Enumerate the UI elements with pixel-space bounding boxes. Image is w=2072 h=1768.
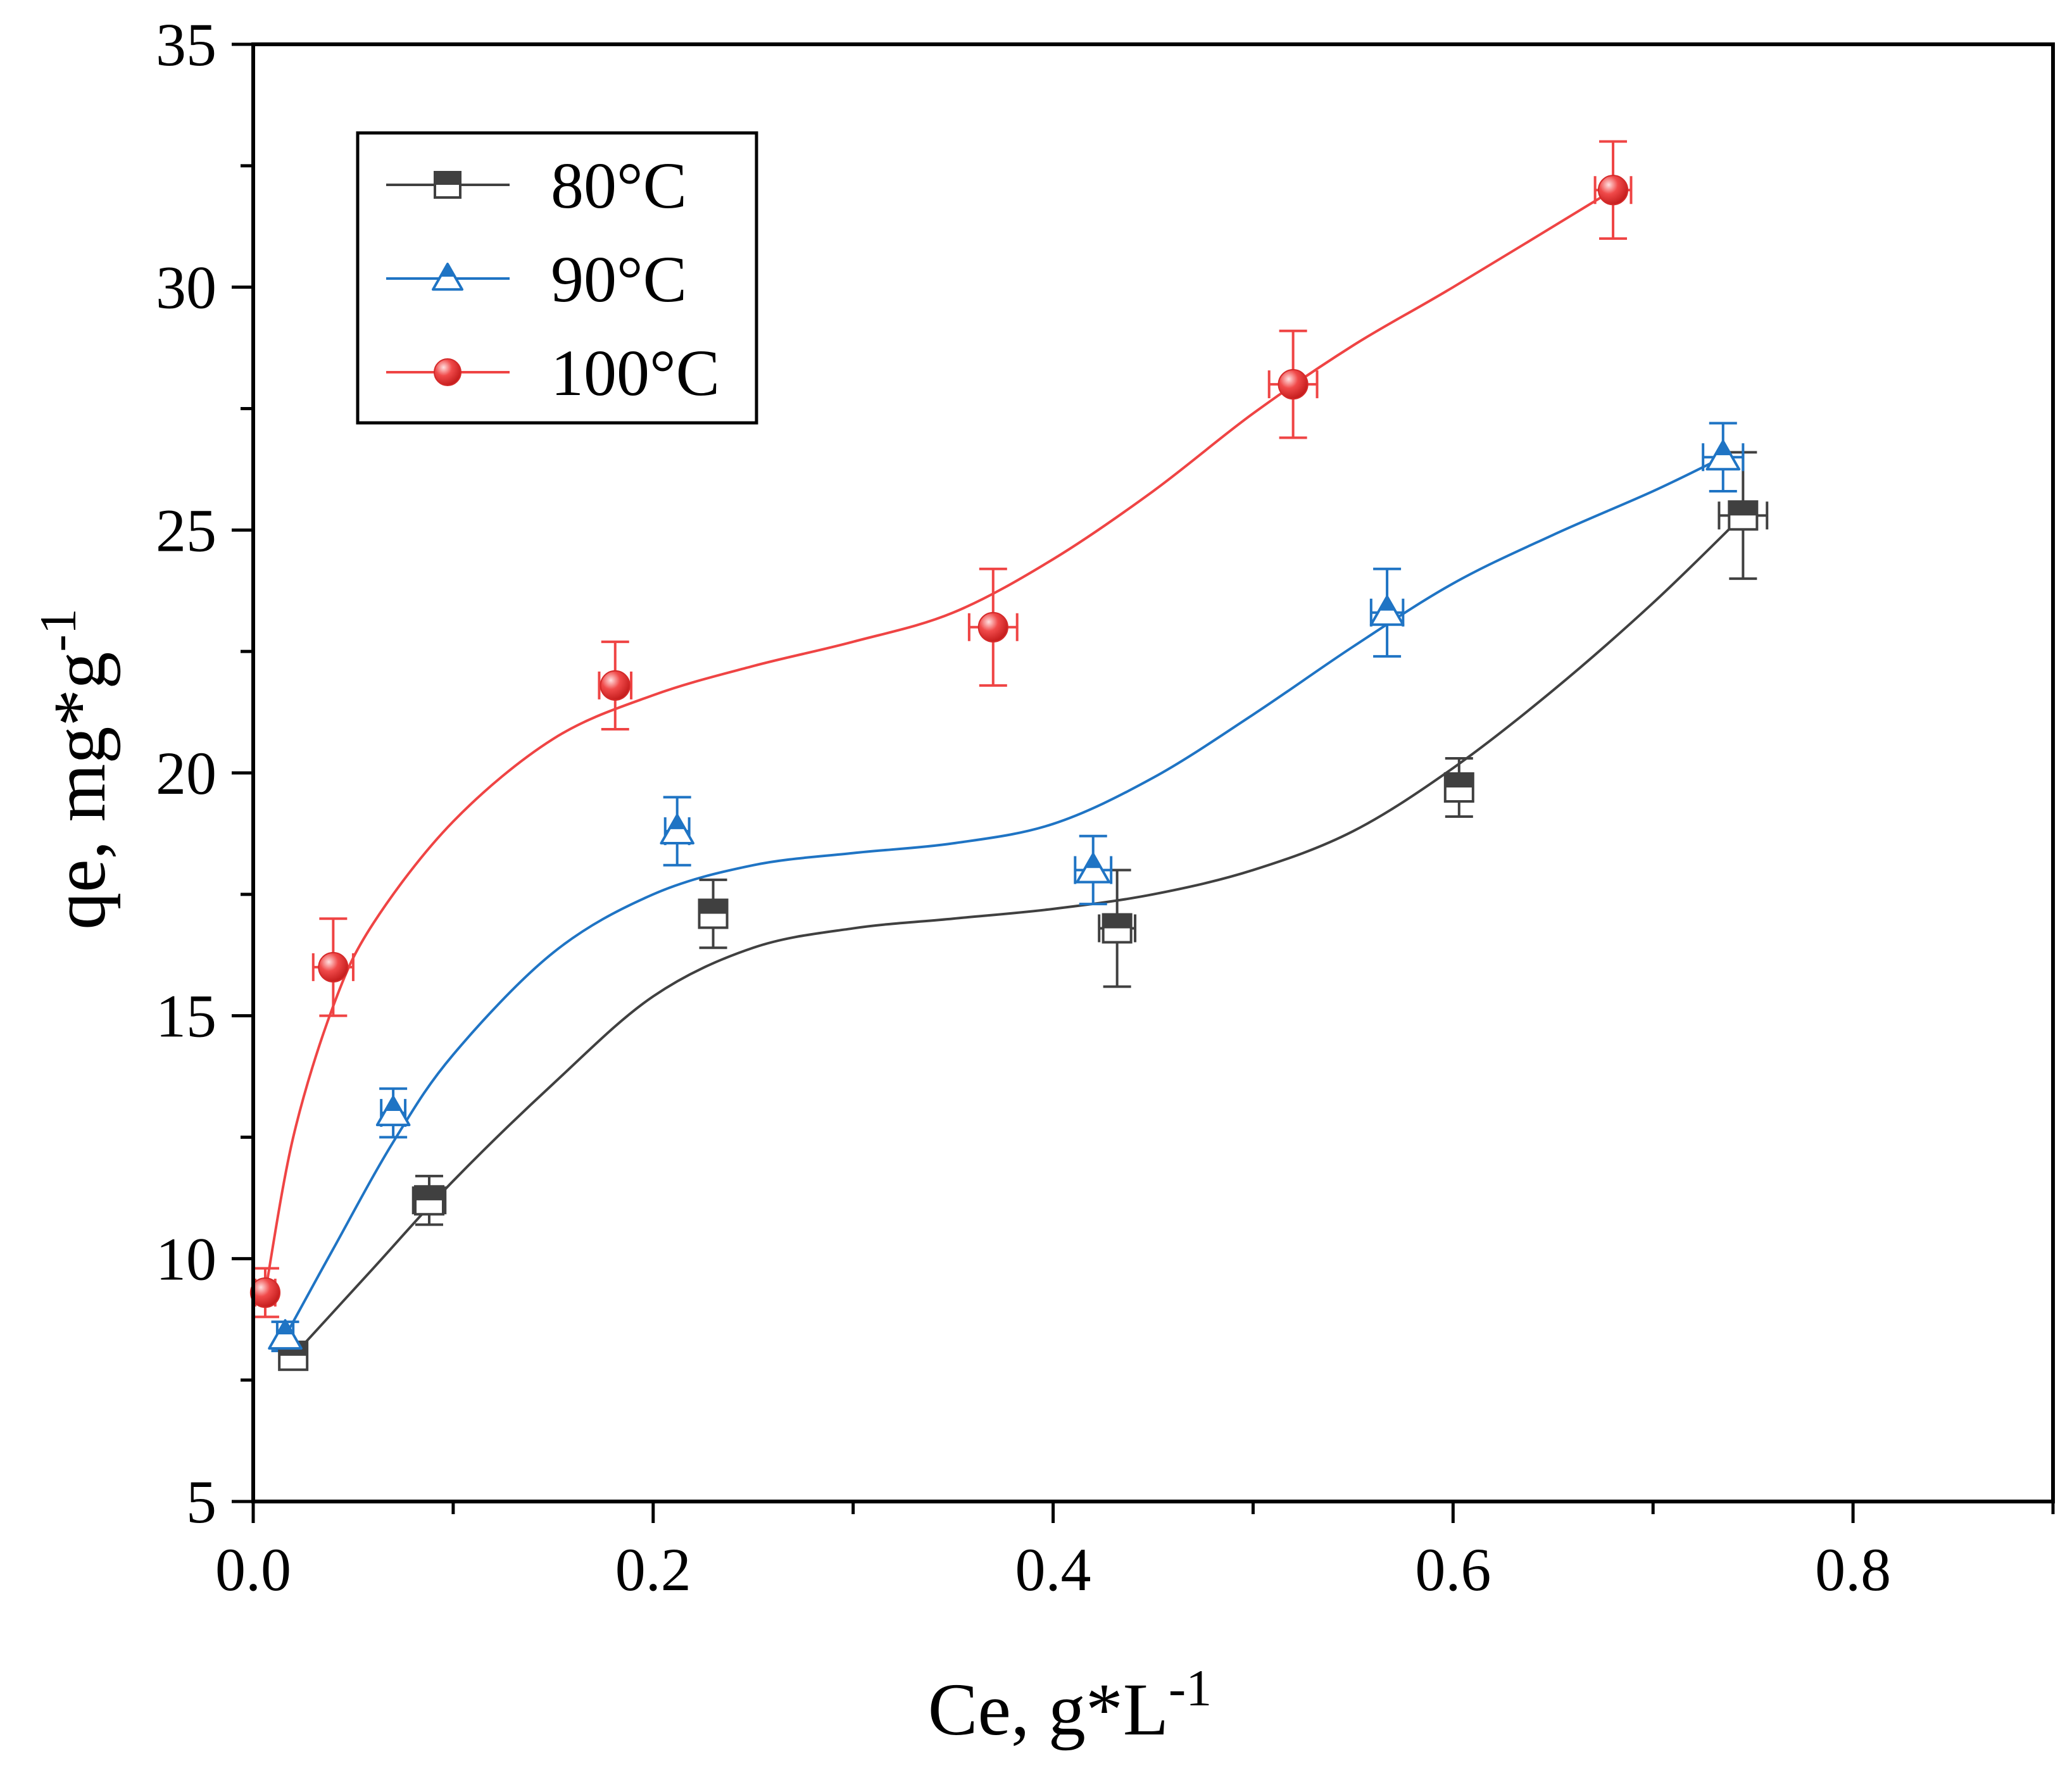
marker-sphere bbox=[1278, 369, 1309, 400]
y-tick-label: 15 bbox=[156, 982, 217, 1050]
marker-fill bbox=[435, 172, 460, 185]
data-point bbox=[1728, 500, 1759, 531]
marker-fill bbox=[1103, 914, 1131, 929]
y-tick-label: 5 bbox=[186, 1468, 217, 1536]
x-tick-label: 0.8 bbox=[1815, 1536, 1891, 1603]
marker-fill bbox=[1379, 596, 1395, 611]
data-point bbox=[698, 898, 729, 929]
legend-label: 80°C bbox=[551, 149, 687, 222]
data-point bbox=[1278, 369, 1309, 400]
marker-fill bbox=[1085, 854, 1102, 868]
x-axis-title-text: Ce, g*L bbox=[928, 1668, 1169, 1751]
legend-marker bbox=[432, 263, 463, 291]
marker-sphere bbox=[318, 951, 349, 983]
marker-fill bbox=[277, 1320, 294, 1334]
data-markers bbox=[249, 175, 1759, 1371]
marker-sphere bbox=[434, 358, 461, 386]
marker-fill bbox=[699, 900, 727, 914]
y-tick-label: 30 bbox=[156, 254, 217, 322]
x-axis-title-superscript: -1 bbox=[1169, 1659, 1212, 1717]
y-axis: 5 10 15 20 25 30 35 bbox=[156, 11, 253, 1536]
x-tick-label: 0.0 bbox=[215, 1536, 291, 1603]
y-tick-label: 25 bbox=[156, 496, 217, 564]
marker-fill bbox=[385, 1096, 401, 1111]
legend-entry: 80°C bbox=[386, 149, 687, 222]
data-point bbox=[1369, 595, 1405, 626]
data-point bbox=[660, 813, 694, 845]
data-point bbox=[318, 951, 349, 983]
marker-sphere bbox=[977, 611, 1008, 643]
data-point bbox=[1443, 772, 1474, 803]
data-point bbox=[249, 1277, 281, 1308]
marker-fill bbox=[1729, 501, 1757, 516]
data-point bbox=[1705, 439, 1741, 471]
legend-label: 90°C bbox=[551, 243, 687, 316]
marker-sphere bbox=[249, 1277, 281, 1308]
y-axis-title-superscript: -1 bbox=[29, 608, 87, 651]
legend-marker bbox=[434, 358, 461, 386]
legend-entries: 80°C 90°C 100°C bbox=[386, 149, 720, 410]
data-point bbox=[1102, 913, 1133, 944]
marker-outline bbox=[268, 1319, 303, 1350]
marker-sphere bbox=[600, 670, 631, 701]
data-point bbox=[977, 611, 1008, 643]
legend-marker bbox=[434, 171, 461, 199]
x-tick-label: 0.2 bbox=[615, 1536, 691, 1603]
fit-curve bbox=[292, 514, 1744, 1357]
legend-entry: 90°C bbox=[386, 243, 687, 316]
marker-sphere bbox=[1597, 175, 1629, 206]
y-tick-label: 10 bbox=[156, 1225, 217, 1293]
fit-curve bbox=[284, 456, 1724, 1338]
y-axis-title: qe, mg*g-1 bbox=[29, 608, 121, 929]
data-point bbox=[1076, 853, 1111, 884]
y-axis-title-text: qe, mg*g bbox=[38, 652, 121, 930]
marker-fill bbox=[1715, 441, 1731, 456]
data-point bbox=[413, 1185, 444, 1216]
marker-fill bbox=[1445, 774, 1473, 788]
data-point bbox=[375, 1095, 411, 1127]
marker-fill bbox=[415, 1186, 443, 1201]
data-point bbox=[1597, 175, 1629, 206]
y-tick-label: 35 bbox=[156, 11, 217, 78]
y-tick-label: 20 bbox=[156, 739, 217, 807]
x-tick-label: 0.4 bbox=[1015, 1536, 1091, 1603]
data-point bbox=[600, 670, 631, 701]
x-axis-title: Ce, g*L-1 bbox=[928, 1659, 1212, 1751]
legend-label: 100°C bbox=[551, 337, 720, 410]
marker-fill bbox=[669, 815, 686, 829]
legend-entry: 100°C bbox=[386, 337, 720, 410]
marker-fill bbox=[440, 264, 455, 277]
data-point bbox=[268, 1319, 303, 1350]
x-tick-label: 0.6 bbox=[1415, 1536, 1491, 1603]
error-bar bbox=[1267, 329, 1319, 439]
legend: 80°C 90°C 100°C bbox=[356, 131, 758, 425]
x-axis: 0.0 0.2 0.4 0.6 0.8 bbox=[215, 1502, 2055, 1603]
